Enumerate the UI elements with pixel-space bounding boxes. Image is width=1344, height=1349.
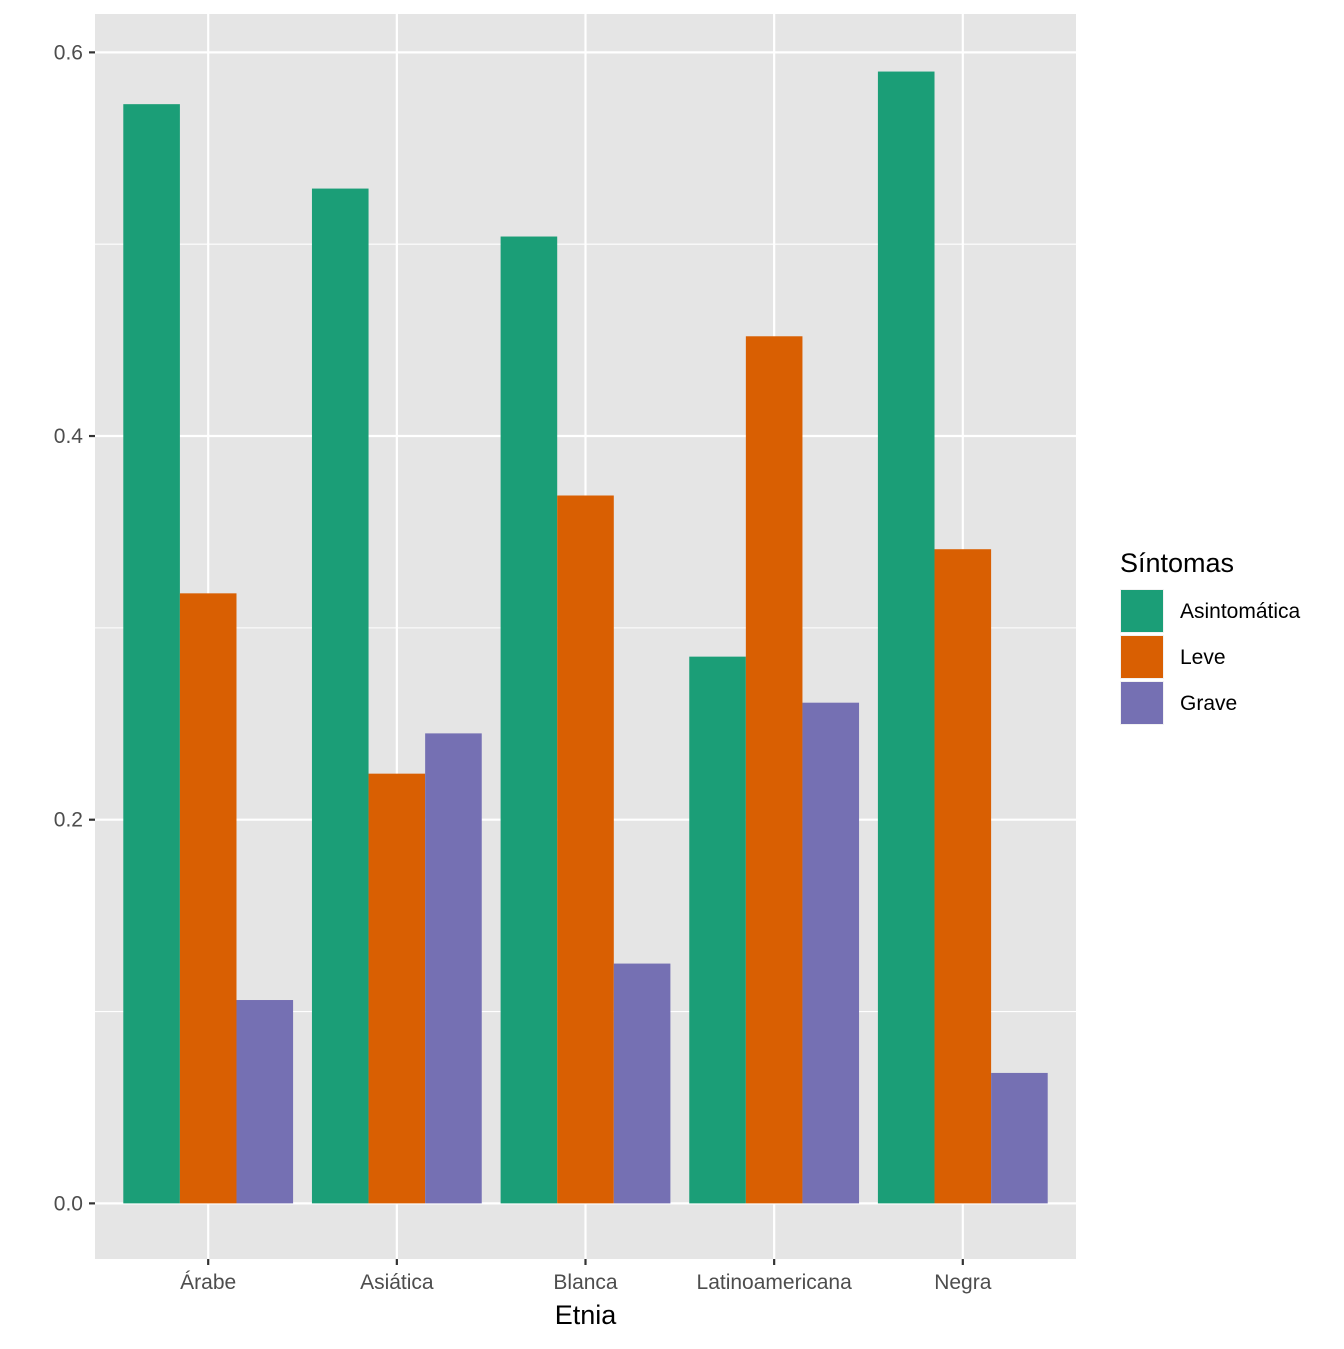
legend-label: Grave: [1180, 692, 1237, 715]
x-tick-label: Asiática: [360, 1271, 434, 1294]
x-tick-label: Latinoamericana: [697, 1271, 853, 1294]
legend-title: Síntomas: [1120, 548, 1234, 578]
bar: [236, 1000, 294, 1204]
bar: [934, 549, 992, 1204]
legend-key-swatch: [1121, 590, 1163, 632]
x-tick-label: Árabe: [180, 1271, 236, 1294]
bars-layer: [123, 71, 1048, 1204]
legend-label: Leve: [1180, 646, 1226, 669]
bar: [613, 963, 671, 1204]
bar: [123, 104, 180, 1204]
legend: Síntomas Asintomática Leve Grave: [1120, 548, 1301, 725]
x-tick-label: Blanca: [553, 1271, 618, 1294]
bar: [689, 656, 746, 1204]
bar: [745, 336, 803, 1204]
bar: [425, 733, 482, 1204]
y-tick-label: 0.0: [54, 1192, 83, 1215]
x-tick-label: Negra: [934, 1271, 992, 1294]
bar: [877, 71, 935, 1204]
bar: [802, 702, 860, 1204]
legend-key-swatch: [1121, 636, 1163, 678]
bar: [311, 188, 369, 1204]
bar: [991, 1072, 1048, 1204]
legend-label: Asintomática: [1180, 600, 1301, 623]
bar: [557, 495, 614, 1204]
y-tick-label: 0.2: [54, 809, 83, 832]
x-axis-title: Etnia: [555, 1300, 618, 1330]
bar: [179, 593, 237, 1204]
axis-layer: 0.0 0.2 0.4 0.6 Árabe Asiática Blanca Latinoame…: [54, 41, 992, 1294]
bar: [500, 236, 558, 1204]
y-tick-label: 0.6: [54, 41, 83, 64]
legend-key-swatch: [1121, 682, 1163, 724]
y-tick-label: 0.4: [54, 425, 84, 448]
bar: [368, 773, 426, 1204]
